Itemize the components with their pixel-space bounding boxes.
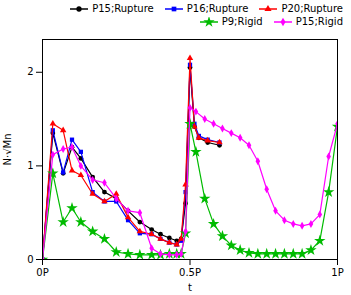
svg-text:0.5P: 0.5P: [179, 267, 201, 278]
svg-text:N·√Mn: N·√Mn: [2, 134, 13, 166]
svg-text:2: 2: [27, 66, 33, 77]
svg-text:t: t: [188, 282, 192, 293]
svg-text:1P: 1P: [331, 267, 343, 278]
html-text:P15;Rigid: P15;Rigid: [295, 16, 343, 27]
html-text:P15;Rupture: P15;Rupture: [92, 3, 154, 14]
html-text:P9;Rigid: P9;Rigid: [221, 16, 263, 27]
svg-text:0: 0: [27, 254, 33, 265]
svg-text:1: 1: [27, 160, 33, 171]
svg-text:0P: 0P: [36, 267, 48, 278]
html-text:P16;Rupture: P16;Rupture: [186, 3, 249, 14]
html-text:P20;Rupture: P20;Rupture: [281, 3, 343, 14]
